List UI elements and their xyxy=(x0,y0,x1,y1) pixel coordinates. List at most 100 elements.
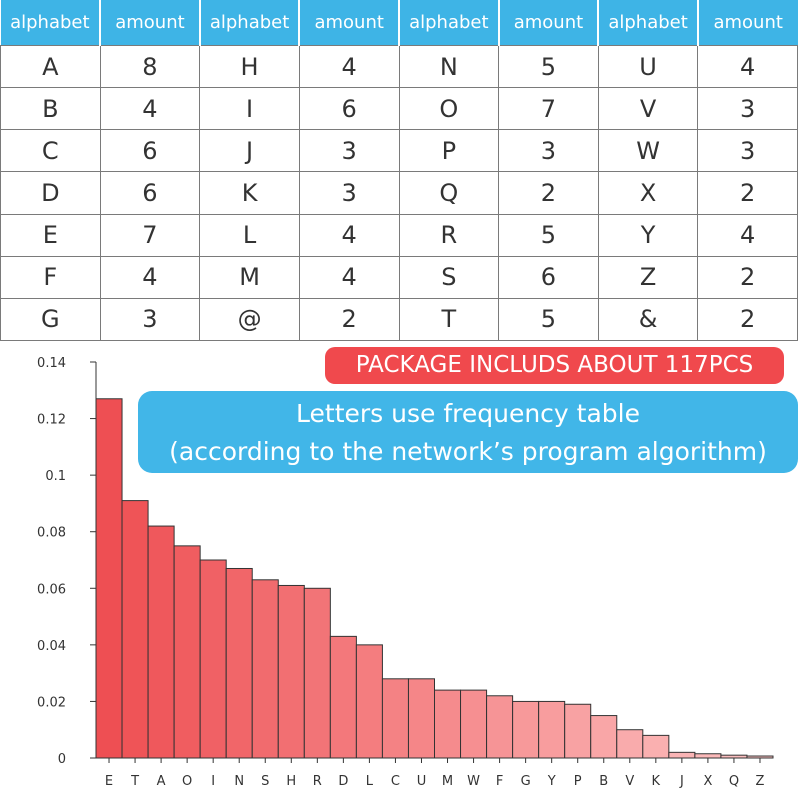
bar-w xyxy=(460,689,488,759)
letter-cell: H xyxy=(199,44,300,89)
letter-cell: X xyxy=(597,171,699,215)
x-tick-label: N xyxy=(234,774,244,789)
amount-cell: 3 xyxy=(498,129,599,173)
x-tick-label: F xyxy=(496,774,503,789)
bar-u xyxy=(407,678,436,759)
amount-cell: 4 xyxy=(697,213,798,257)
letter-cell: Z xyxy=(597,255,699,299)
amount-cell: 5 xyxy=(498,213,599,257)
x-tick-label: P xyxy=(574,774,582,789)
letter-frequency-chart: 0 0.02 0.04 0.06 0.08 0.1 0.12 0.14 E T A O I N S H R D L… xyxy=(37,356,774,789)
y-tick-label: 0.02 xyxy=(37,695,66,710)
x-tick-label: O xyxy=(182,774,192,789)
header-alphabet-3: alphabet xyxy=(398,0,499,46)
bar-i xyxy=(199,559,227,759)
x-tick-label: M xyxy=(442,774,453,789)
x-tick-label: I xyxy=(211,774,215,789)
bar-q xyxy=(720,754,748,759)
x-tick-label: S xyxy=(261,774,269,789)
x-tick-label: C xyxy=(391,774,400,789)
bar-r xyxy=(303,587,331,759)
header-alphabet-4: alphabet xyxy=(597,0,698,46)
x-tick-label: T xyxy=(130,774,139,789)
header-amount-2: amount xyxy=(298,0,399,46)
bar-g xyxy=(512,700,540,759)
letter-cell: S xyxy=(398,255,500,299)
letter-cell: B xyxy=(0,87,101,131)
amount-cell: 4 xyxy=(697,44,798,89)
y-tick-label: 0.12 xyxy=(37,413,66,428)
bar-c xyxy=(381,678,409,759)
amount-cell: 3 xyxy=(298,171,400,215)
amount-cell: 4 xyxy=(298,213,400,257)
bar-a xyxy=(147,525,175,759)
bar-x xyxy=(694,753,722,759)
bar-t xyxy=(121,500,149,759)
x-tick-label: U xyxy=(417,774,427,789)
x-tick-label: B xyxy=(599,774,608,789)
amount-cell: 2 xyxy=(697,171,798,215)
x-tick-label: H xyxy=(286,774,296,789)
bar-j xyxy=(668,751,696,759)
letter-cell: U xyxy=(597,44,699,89)
x-tick-label: X xyxy=(703,774,712,789)
bar-d xyxy=(329,635,357,759)
x-tick-label: E xyxy=(105,774,113,789)
package-banner: PACKAGE INCLUDS ABOUT 117PCS xyxy=(325,347,784,384)
amount-cell: 6 xyxy=(298,87,400,131)
amount-cell: 7 xyxy=(99,213,201,257)
chart-title-line1: Letters use frequency table xyxy=(296,399,640,428)
amount-cell: 4 xyxy=(298,44,400,89)
x-tick-label: L xyxy=(366,774,374,789)
letter-cell: P xyxy=(398,129,500,173)
amount-cell: 6 xyxy=(99,171,201,215)
letter-cell: @ xyxy=(199,297,300,342)
x-tick-label: Y xyxy=(547,774,556,789)
bar-f xyxy=(486,695,514,759)
y-tick-label: 0 xyxy=(58,752,66,767)
letter-cell: E xyxy=(0,213,101,257)
letter-cell: G xyxy=(0,297,101,342)
chart-title-line2: (according to the network’s program algo… xyxy=(169,437,767,466)
amount-cell: 4 xyxy=(99,255,201,299)
header-amount-4: amount xyxy=(696,0,798,46)
x-tick-label: A xyxy=(157,774,166,789)
y-tick-label: 0.04 xyxy=(37,639,66,654)
amount-cell: 8 xyxy=(99,44,201,89)
letter-cell: A xyxy=(0,44,101,89)
letter-cell: & xyxy=(597,297,699,342)
x-tick-label: D xyxy=(338,774,348,789)
y-tick-label: 0.1 xyxy=(45,469,66,484)
amount-cell: 2 xyxy=(697,255,798,299)
letter-cell: O xyxy=(398,87,500,131)
letter-cell: R xyxy=(398,213,500,257)
y-tick-label: 0.14 xyxy=(37,356,66,371)
table-header-row: alphabet amount alphabet amount alphabet… xyxy=(0,0,798,46)
amount-cell: 5 xyxy=(498,44,599,89)
letter-cell: N xyxy=(398,44,500,89)
header-amount-1: amount xyxy=(99,0,200,46)
amount-cell: 2 xyxy=(697,297,798,342)
y-tick-label: 0.08 xyxy=(37,526,66,541)
amount-cell: 7 xyxy=(498,87,599,131)
amount-cell: 6 xyxy=(498,255,599,299)
amount-cell: 5 xyxy=(498,297,599,342)
amount-cell: 4 xyxy=(99,87,201,131)
letter-cell: M xyxy=(199,255,300,299)
bar-v xyxy=(616,729,644,759)
bar-s xyxy=(251,579,279,759)
x-tick-label: J xyxy=(679,774,684,789)
letter-cell: D xyxy=(0,171,101,215)
amount-cell: 2 xyxy=(498,171,599,215)
x-tick-label: K xyxy=(652,774,661,789)
letter-cell: W xyxy=(597,129,699,173)
x-tick-label: V xyxy=(625,774,634,789)
letter-cell: V xyxy=(597,87,699,131)
x-tick-label: W xyxy=(467,774,480,789)
